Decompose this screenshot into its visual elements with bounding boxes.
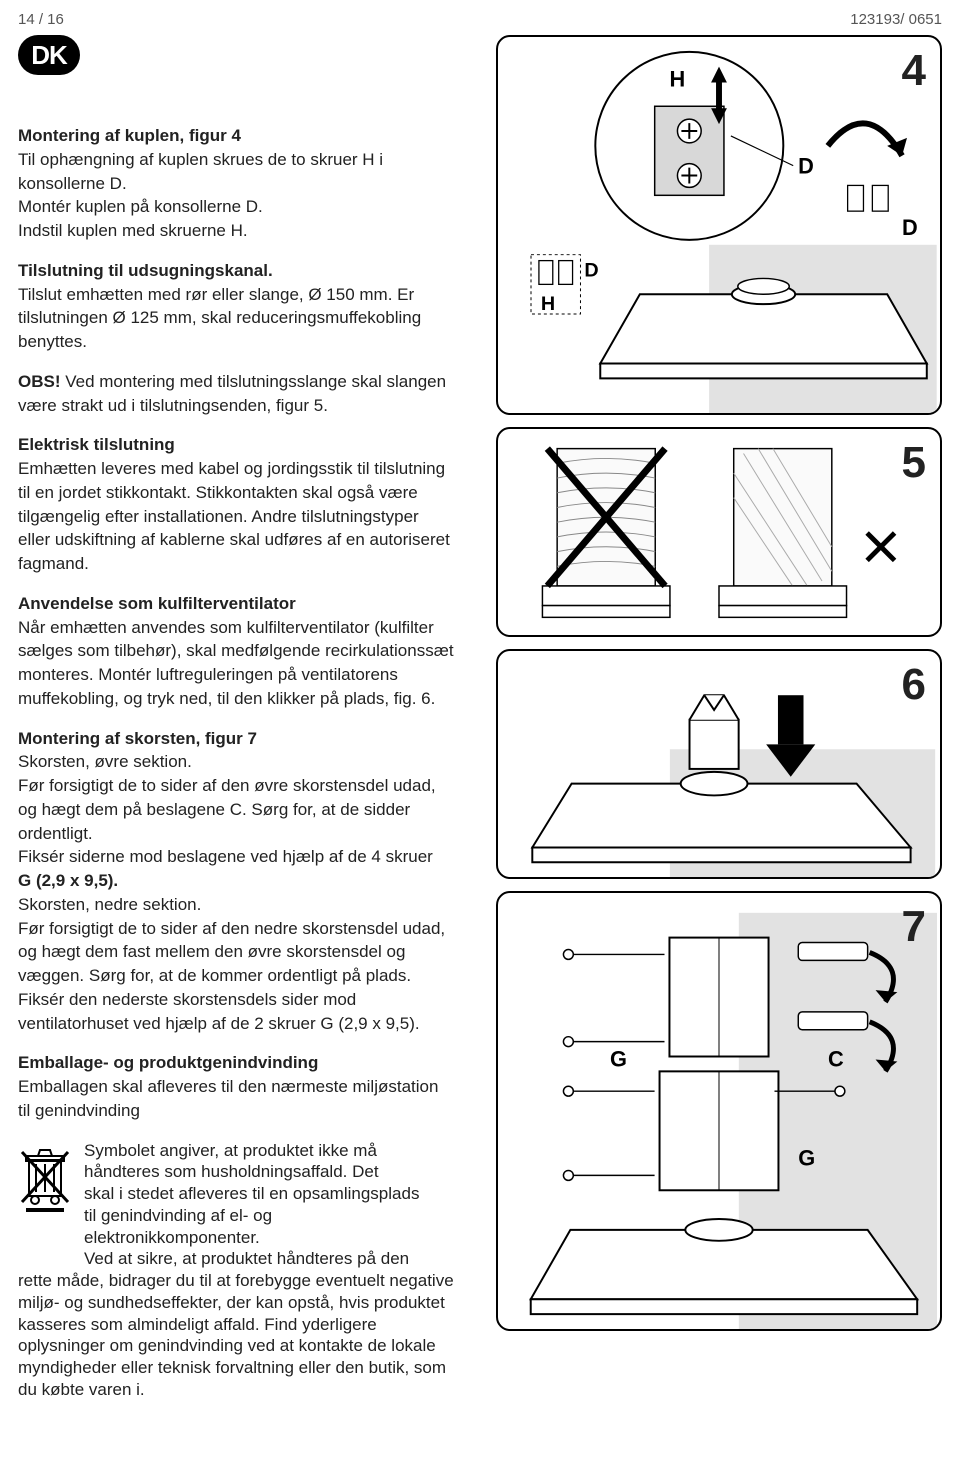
svg-text:G: G — [610, 1047, 627, 1072]
section-2: Tilslutning til udsugningskanal. Tilslut… — [18, 260, 478, 353]
body-text: G (2,9 x 9,5). — [18, 870, 478, 892]
body-text: Tilslut emhætten med rør eller slange, Ø… — [18, 284, 478, 306]
content-columns: DK Montering af kuplen, figur 4 Til ophæ… — [18, 35, 942, 1401]
doc-code: 123193/ 0651 — [850, 10, 942, 29]
figure-5-drawing — [498, 429, 940, 635]
body-text: Ved at sikre, at produktet håndteres på … — [84, 1248, 419, 1270]
body-text: ordentligt. — [18, 823, 478, 845]
body-text: Skorsten, nedre sektion. — [18, 894, 478, 916]
body-text: til genindvinding af el- og — [84, 1205, 419, 1227]
weee-text: Symbolet angiver, at produktet ikke må h… — [84, 1140, 419, 1271]
body-text: tilslutningen Ø 125 mm, skal reducerings… — [18, 307, 478, 329]
body-text: myndigheder eller teknisk forvaltning el… — [18, 1357, 478, 1379]
body-text: til genindvinding — [18, 1100, 478, 1122]
text-column: DK Montering af kuplen, figur 4 Til ophæ… — [18, 35, 478, 1401]
crossed-bin-icon — [18, 1144, 72, 1214]
body-text: Fiksér den nederste skorstensdels sider … — [18, 989, 478, 1011]
body-text: Til ophængning af kuplen skrues de to sk… — [18, 149, 478, 171]
body-text: konsollerne D. — [18, 173, 478, 195]
body-text: rette måde, bidrager du til at forebygge… — [18, 1270, 478, 1292]
figure-7-drawing: G C G — [498, 893, 940, 1329]
body-text: skal i stedet afleveres til en opsamling… — [84, 1183, 419, 1205]
figure-number: 5 — [902, 435, 926, 491]
body-text: Før forsigtigt de to sider af den øvre s… — [18, 775, 478, 797]
figure-7: 7 — [496, 891, 942, 1331]
body-text: ventilatorhuset ved hjælp af de 2 skruer… — [18, 1013, 478, 1035]
body-text: tilgængelig efter installationen. Andre … — [18, 506, 478, 528]
svg-text:H: H — [541, 293, 555, 315]
body-text: du købte varen i. — [18, 1379, 478, 1401]
manual-page: 14 / 16 123193/ 0651 DK Montering af kup… — [0, 0, 960, 1431]
body-text: OBS! Ved montering med tilslutningsslang… — [18, 371, 478, 393]
figure-number: 7 — [902, 899, 926, 955]
section-4: Elektrisk tilslutning Emhætten leveres m… — [18, 434, 478, 575]
body-text: muffekobling, og tryk ned, til den klikk… — [18, 688, 478, 710]
section-7: Emballage- og produktgenindvinding Embal… — [18, 1052, 478, 1121]
body-text: Før forsigtigt de to sider af den nedre … — [18, 918, 478, 940]
section-title: Tilslutning til udsugningskanal. — [18, 260, 478, 282]
country-badge: DK — [18, 35, 80, 75]
body-text: være strakt ud i tilslutningsenden, figu… — [18, 395, 478, 417]
body-text: og hægt dem fast mellem den øvre skorste… — [18, 941, 478, 963]
body-text: Når emhætten anvendes som kulfilterventi… — [18, 617, 478, 639]
body-text: Skorsten, øvre sektion. — [18, 751, 478, 773]
section-title: Elektrisk tilslutning — [18, 434, 478, 456]
section-6: Montering af skorsten, figur 7 Skorsten,… — [18, 728, 478, 1035]
body-text: benyttes. — [18, 331, 478, 353]
figure-number: 6 — [902, 657, 926, 713]
section-5: Anvendelse som kulfilterventilator Når e… — [18, 593, 478, 710]
svg-text:C: C — [828, 1047, 844, 1072]
body-text: miljø- og sundhedseffekter, der kan opst… — [18, 1292, 478, 1314]
weee-tail: rette måde, bidrager du til at forebygge… — [18, 1270, 478, 1401]
svg-text:D: D — [584, 260, 598, 282]
page-number: 14 / 16 — [18, 10, 64, 29]
body-text: væggen. Sørg for, at de kommer ordentlig… — [18, 965, 478, 987]
body-text: eller udskiftning af kablerne skal udfør… — [18, 529, 478, 551]
svg-text:D: D — [902, 215, 918, 240]
section-title: Emballage- og produktgenindvinding — [18, 1052, 478, 1074]
body-text: og hægt dem på beslagene C. Sørg for, at… — [18, 799, 478, 821]
figure-column: 4 — [496, 35, 942, 1401]
body-text: håndteres som husholdningsaffald. Det — [84, 1161, 419, 1183]
body-text: Fiksér siderne mod beslagene ved hjælp a… — [18, 846, 478, 868]
svg-text:D: D — [798, 154, 814, 179]
body-text: Symbolet angiver, at produktet ikke må — [84, 1140, 419, 1162]
figure-4-drawing: H D D D H — [498, 37, 940, 413]
body-text: fagmand. — [18, 553, 478, 575]
body-text: elektronikkomponenter. — [84, 1227, 419, 1249]
svg-text:H: H — [670, 67, 686, 92]
section-title: Anvendelse som kulfilterventilator — [18, 593, 478, 615]
figure-6: 6 — [496, 649, 942, 879]
body-text: kasseres som almindeligt affald. Find yd… — [18, 1314, 478, 1336]
section-1: Montering af kuplen, figur 4 Til ophængn… — [18, 125, 478, 242]
body-text: Emballagen skal afleveres til den nærmes… — [18, 1076, 478, 1098]
figure-5: 5 — [496, 427, 942, 637]
body-text: monteres. Montér luftreguleringen på ven… — [18, 664, 478, 686]
body-text: til en jordet stikkontakt. Stikkontakten… — [18, 482, 478, 504]
weee-section: Symbolet angiver, at produktet ikke må h… — [18, 1140, 478, 1271]
country-badge-label: DK — [31, 39, 67, 72]
section-title: Montering af skorsten, figur 7 — [18, 728, 478, 750]
figure-6-drawing — [498, 651, 940, 877]
body-text: Montér kuplen på konsollerne D. — [18, 196, 478, 218]
body-text: sælges som tilbehør), skal medfølgende r… — [18, 640, 478, 662]
body-text: oplysninger om genindvinding ved at kont… — [18, 1335, 478, 1357]
figure-number: 4 — [902, 43, 926, 99]
section-3: OBS! Ved montering med tilslutningsslang… — [18, 371, 478, 417]
svg-text:G: G — [798, 1146, 815, 1171]
body-text: Indstil kuplen med skruerne H. — [18, 220, 478, 242]
page-header: 14 / 16 123193/ 0651 — [18, 10, 942, 29]
body-text: Emhætten leveres med kabel og jordingsst… — [18, 458, 478, 480]
section-title: Montering af kuplen, figur 4 — [18, 125, 478, 147]
figure-4: 4 — [496, 35, 942, 415]
